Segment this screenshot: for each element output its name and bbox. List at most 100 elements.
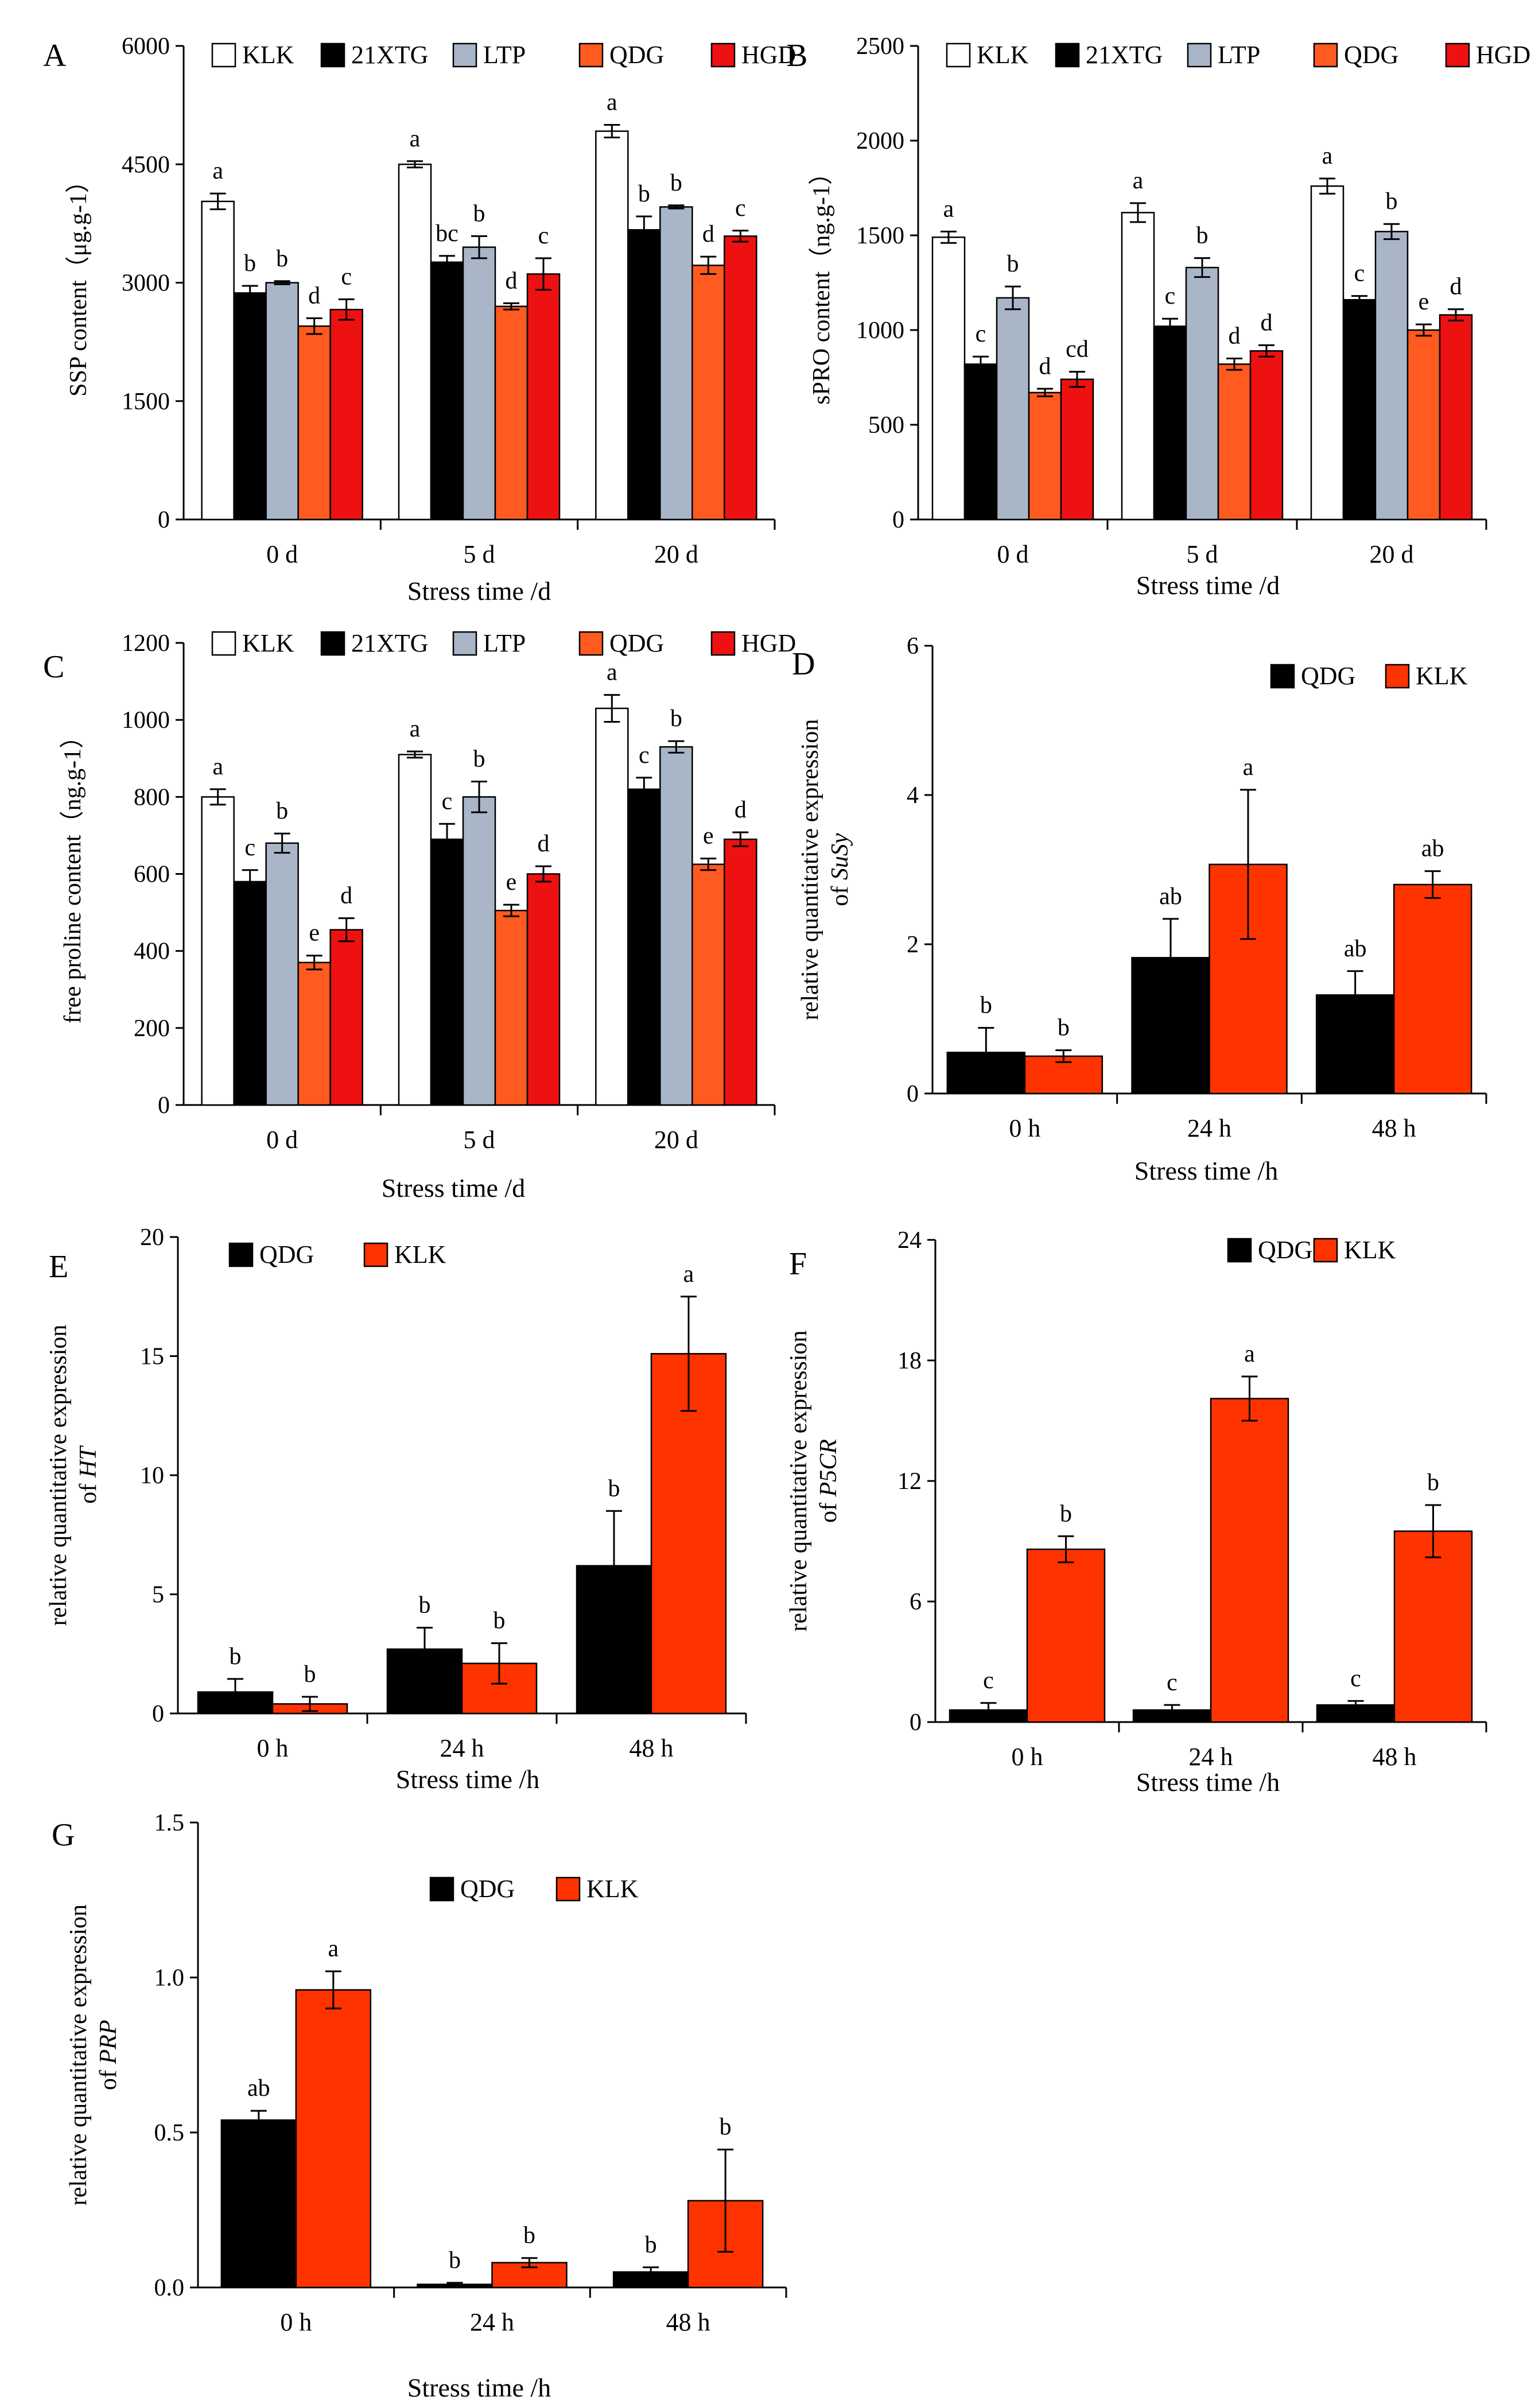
bar-LTP-5d — [462, 246, 496, 521]
y-tick-label: 0 — [892, 507, 904, 533]
significance-label: d — [308, 282, 320, 309]
significance-label: c — [538, 223, 549, 249]
legend-swatch-KLK — [363, 1242, 388, 1267]
x-axis-label: Stress time /h — [1136, 1767, 1280, 1797]
bar-HGD-20d — [724, 838, 757, 1106]
bar-LTP-20d — [1374, 231, 1409, 521]
significance-label: e — [703, 823, 714, 850]
x-tick-label: 24 h — [440, 1734, 484, 1762]
bar-KLK-48h — [1393, 883, 1472, 1095]
significance-label: b — [449, 2247, 461, 2274]
legend-label-21XTG: 21XTG — [351, 41, 428, 69]
x-tick-label: 48 h — [1372, 1114, 1416, 1142]
legend-swatch-LTP — [1187, 42, 1212, 68]
legend-swatch-KLK — [555, 1876, 581, 1902]
significance-label: d — [538, 831, 550, 857]
panel-D: D 0 2 4 6 0 h b b 24 h ab a 48 h ab ab Stress time /h r… — [792, 633, 1487, 1185]
bar-QDG-5d — [1217, 363, 1252, 521]
y-tick-label: 4 — [907, 782, 919, 809]
significance-label: b — [276, 246, 288, 272]
panel-F: F 0 6 12 18 24 0 h c b 24 h c a 48 h c b Stress time /h… — [786, 1227, 1487, 1797]
y-tick-label: 6 — [907, 633, 919, 660]
x-axis-label: Stress time /h — [407, 2373, 551, 2402]
significance-label: b — [608, 1475, 620, 1502]
significance-label: b — [1007, 251, 1019, 277]
y-tick-label: 2 — [907, 932, 919, 958]
y-axis-label: sPRO content（ng.g-1） — [809, 161, 835, 405]
significance-label: ab — [1159, 883, 1182, 910]
significance-label: e — [506, 869, 517, 895]
significance-label: b — [1386, 188, 1398, 215]
y-tick-label: 18 — [897, 1348, 922, 1374]
y-axis-label: relative quantitative expression — [65, 1905, 92, 2206]
y-tick-label: 1000 — [856, 317, 904, 344]
significance-label: a — [212, 754, 223, 780]
legend-label-LTP: LTP — [483, 629, 526, 657]
y-tick-label: 12 — [897, 1468, 922, 1495]
bar-HGD-0d — [329, 929, 363, 1106]
y-tick-label: 200 — [134, 1015, 170, 1042]
bar-KLK-0d — [201, 796, 235, 1106]
significance-label: a — [410, 716, 421, 742]
x-tick-label: 20 d — [1370, 540, 1414, 568]
significance-label: a — [1322, 143, 1333, 169]
x-tick-label: 0 h — [257, 1734, 289, 1762]
legend-label-KLK: KLK — [1344, 1236, 1396, 1264]
legend-swatch-HGD — [1445, 42, 1470, 68]
bar-QDG-0d — [297, 961, 331, 1106]
significance-label: c — [341, 263, 352, 290]
y-axis-label: relative quantitative expression — [45, 1325, 72, 1626]
significance-label: e — [309, 920, 320, 947]
significance-label: ab — [1344, 936, 1367, 962]
bar-KLK-0d — [931, 236, 966, 521]
significance-label: d — [735, 797, 747, 823]
bar-KLK-24h — [1210, 1398, 1289, 1723]
y-tick-label: 0 — [907, 1081, 919, 1107]
significance-label: b — [720, 2114, 732, 2141]
bar-KLK-0d — [201, 200, 235, 521]
legend-swatch-21XTG — [1055, 42, 1080, 68]
significance-label: c — [1350, 1665, 1361, 1692]
bar-HGD-20d — [724, 235, 757, 521]
y-tick-label: 1.0 — [154, 1965, 185, 1991]
x-tick-label: 0 h — [1009, 1114, 1040, 1142]
significance-label: a — [943, 196, 954, 222]
significance-label: d — [1261, 309, 1273, 336]
y-tick-label: 20 — [140, 1224, 164, 1251]
significance-label: b — [1060, 1500, 1072, 1527]
bar-KLK-5d — [1121, 212, 1155, 521]
significance-label: c — [442, 788, 453, 815]
significance-label: a — [410, 126, 421, 152]
y-tick-label: 400 — [134, 939, 170, 965]
x-tick-label: 0 h — [1012, 1743, 1043, 1771]
legend-label-HGD: HGD — [1476, 41, 1530, 69]
legend-swatch-QDG — [228, 1242, 254, 1267]
legend-label-KLK: KLK — [242, 629, 294, 657]
significance-label: a — [607, 660, 617, 686]
significance-label: b — [1058, 1015, 1070, 1041]
legend-swatch-QDG — [1227, 1238, 1252, 1263]
legend-label-QDG: QDG — [1301, 662, 1355, 690]
x-tick-label: 0 d — [997, 540, 1029, 568]
significance-label: a — [328, 1936, 339, 1962]
panel-letter: E — [49, 1249, 68, 1285]
y-axis-label: relative quantitative expression — [797, 719, 823, 1021]
significance-label: d — [1450, 274, 1462, 300]
y-tick-label: 1000 — [122, 707, 170, 734]
y-tick-label: 0 — [910, 1709, 922, 1736]
y-tick-label: 1500 — [122, 389, 170, 415]
bar-21XTG-20d — [627, 229, 661, 521]
y-tick-label: 15 — [140, 1344, 164, 1370]
significance-label: b — [523, 2223, 535, 2249]
y-tick-label: 10 — [140, 1463, 164, 1489]
x-tick-label: 0 d — [266, 1126, 298, 1154]
significance-label: c — [976, 321, 986, 347]
legend-label-KLK: KLK — [1416, 662, 1468, 690]
x-axis-label: Stress time /h — [396, 1765, 539, 1794]
x-tick-label: 20 d — [654, 1126, 698, 1154]
significance-label: d — [1039, 353, 1051, 379]
y-axis-label: relative quantitative expression — [786, 1331, 812, 1632]
bar-21XTG-20d — [1342, 298, 1377, 521]
x-tick-label: 0 h — [280, 2308, 312, 2336]
